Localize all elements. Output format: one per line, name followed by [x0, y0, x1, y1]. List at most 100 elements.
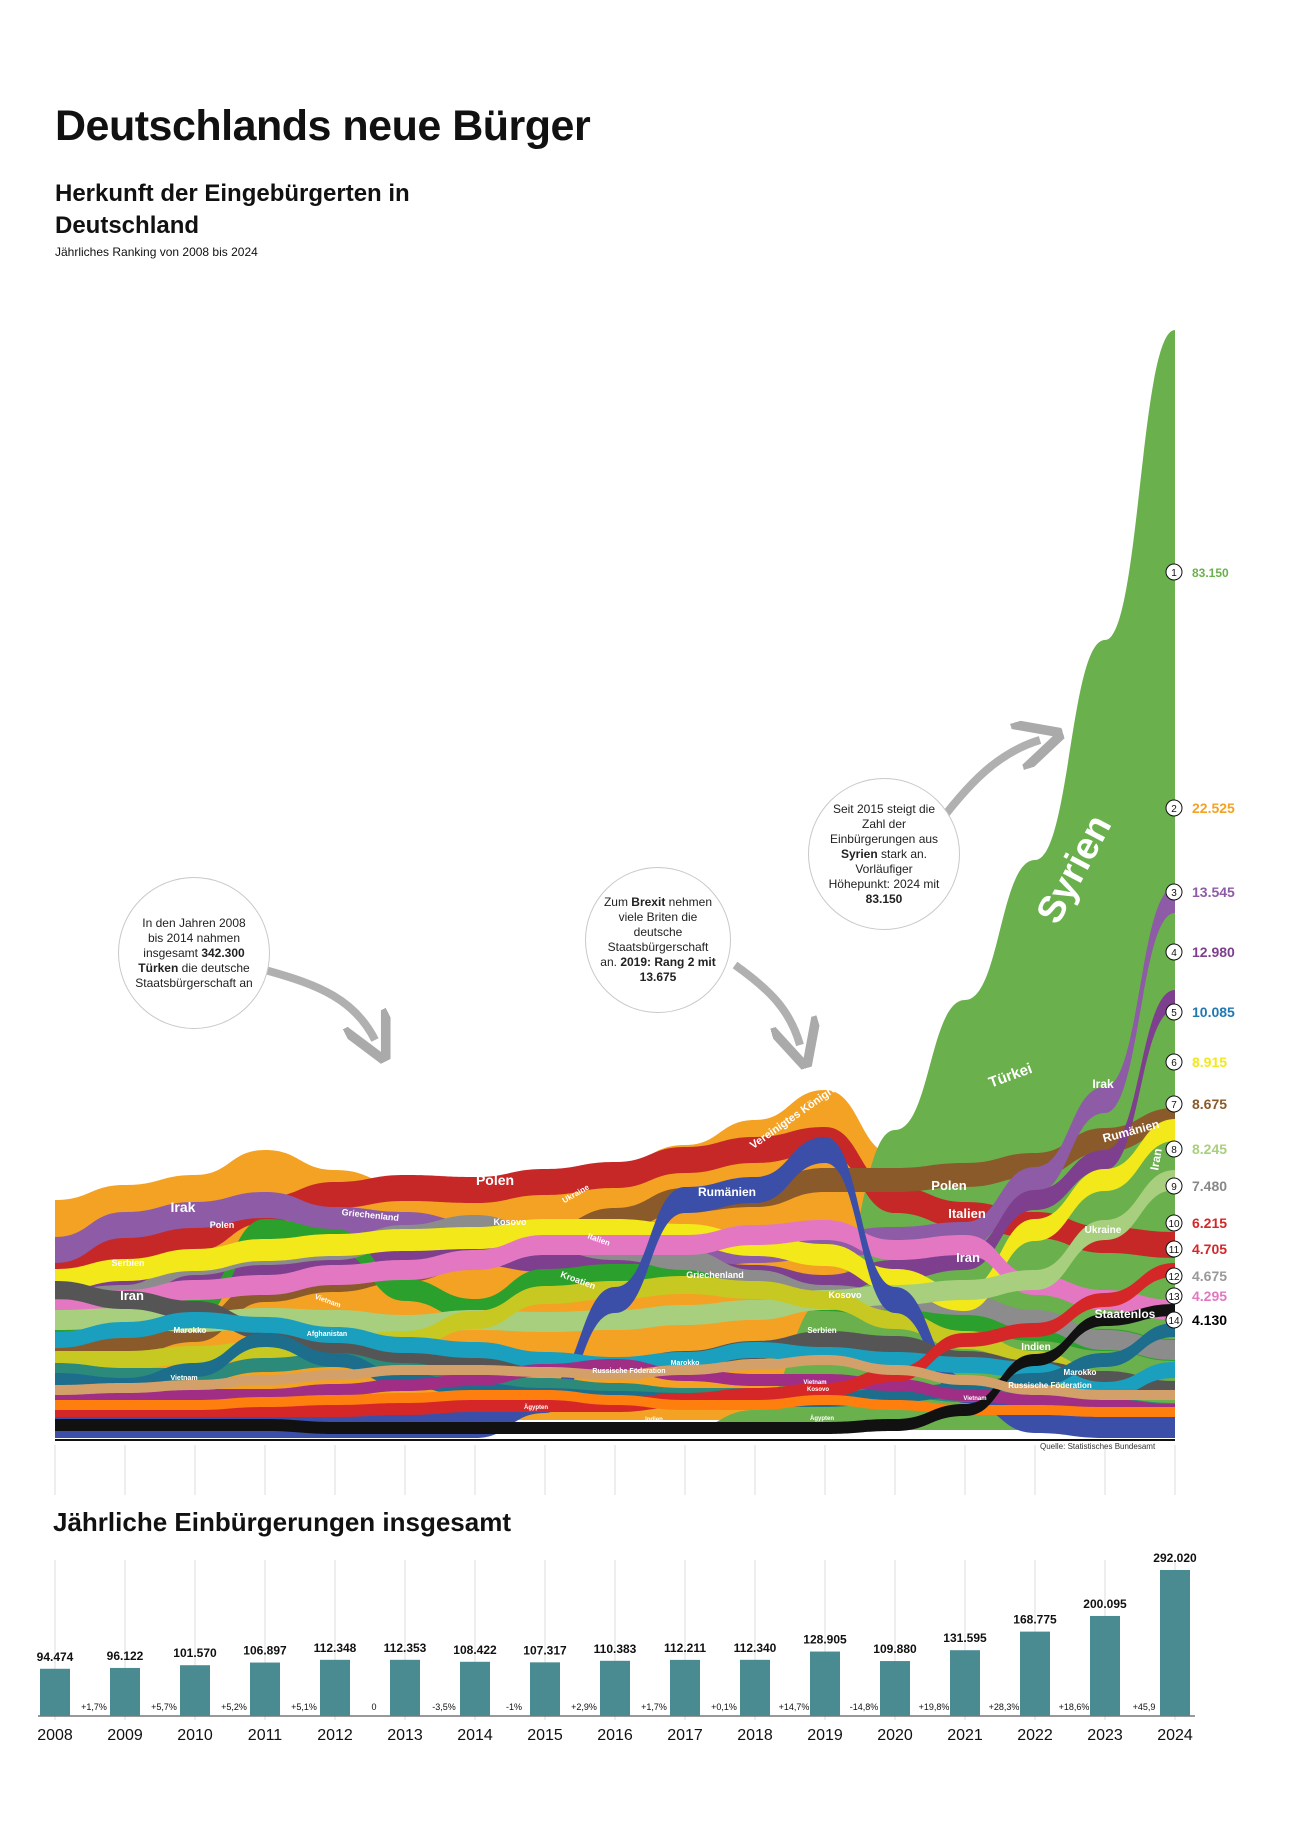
- bar-value-label: 110.383: [594, 1642, 637, 1656]
- stream-label: Kosovo: [807, 1387, 829, 1393]
- rank-number: 4: [1171, 948, 1177, 959]
- band-italien: [55, 1220, 1175, 1320]
- change-label: +0,1%: [711, 1702, 737, 1712]
- year-tick-label: 2024: [1157, 1727, 1193, 1744]
- rank-number: 10: [1168, 1219, 1180, 1230]
- year-tick-label: 2011: [248, 1727, 283, 1744]
- year-tick-label: 2014: [457, 1727, 493, 1744]
- year-tick-label: 2013: [387, 1727, 423, 1744]
- chart-subtitle-note: Jährliches Ranking von 2008 bis 2024: [55, 245, 258, 259]
- rank-badge: [1165, 1095, 1183, 1113]
- rank-value: 83.150: [1192, 566, 1229, 580]
- rank-number: 1: [1171, 568, 1177, 579]
- stream-label: Indien: [1021, 1342, 1050, 1353]
- change-label: -3,5%: [432, 1702, 456, 1712]
- rank-number: 14: [1168, 1316, 1180, 1327]
- rank-number: 9: [1171, 1182, 1177, 1193]
- band-marokko: [55, 1312, 1175, 1398]
- rank-badge: [1165, 1053, 1183, 1071]
- annotation-highlight: 342.300: [201, 945, 245, 960]
- annotation-text: die deutsche Staatsbürgerschaft an: [135, 960, 253, 990]
- annotation-text: Zum: [603, 895, 628, 909]
- stream-label: Vietnam: [803, 1380, 826, 1386]
- band-aegypten: [55, 1390, 1175, 1417]
- stream-label: Kosovo: [828, 1290, 862, 1300]
- rank-badge: [1165, 1311, 1183, 1329]
- chart-subtitle: Herkunft der Eingebürgerten in Deutschla…: [55, 180, 410, 239]
- change-label: +14,7%: [779, 1702, 810, 1712]
- bar-value-label: 112.353: [384, 1641, 427, 1655]
- year-tick-label: 2021: [947, 1727, 983, 1744]
- stream-label: Russische Föderation: [1008, 1381, 1092, 1390]
- rank-number: 8: [1171, 1145, 1177, 1156]
- bar-value-label: 109.880: [873, 1642, 917, 1656]
- annotation-text: Seit 2015 steigt die Zahl der Einbürgeru…: [829, 801, 939, 846]
- annotation-text: nehmen viele Briten die deutsche Staatsb…: [600, 895, 713, 969]
- year-tick-label: 2019: [807, 1727, 843, 1744]
- bar-value-label: 101.570: [173, 1646, 217, 1660]
- bar-2017: [670, 1659, 700, 1716]
- annotation-highlight: Syrien: [840, 846, 878, 861]
- annotation-brexit: Zum Brexit nehmen viele Briten die deuts…: [585, 867, 731, 1013]
- stream-label: Iran: [120, 1288, 144, 1303]
- year-tick-label: 2010: [177, 1727, 213, 1744]
- bar-value-label: 112.211: [664, 1641, 706, 1655]
- bar-2013: [390, 1659, 420, 1716]
- change-label: +5,1%: [291, 1702, 317, 1712]
- rank-value: 7.480: [1192, 1178, 1227, 1194]
- rank-value: 13.545: [1192, 884, 1235, 900]
- annotation-text: In den Jahren 2008 bis 2014 nahmen insge…: [142, 915, 246, 960]
- year-tick-label: 2008: [37, 1727, 73, 1744]
- bar-2018: [740, 1659, 770, 1716]
- year-tick-label: 2022: [1017, 1727, 1053, 1744]
- rank-badge: [1165, 799, 1183, 817]
- stream-label: Vietnam: [170, 1375, 197, 1382]
- rank-number: 7: [1171, 1100, 1177, 1111]
- rank-value: 4.130: [1192, 1312, 1227, 1328]
- rank-badge: [1165, 1177, 1183, 1195]
- change-label: -14,8%: [850, 1702, 879, 1712]
- year-tick-label: 2012: [317, 1727, 353, 1744]
- stream-label: Polen: [210, 1220, 235, 1230]
- bar-value-label: 200.095: [1083, 1597, 1127, 1611]
- bar-chart-title: Jährliche Einbürgerungen insgesamt: [53, 1507, 511, 1537]
- year-tick-label: 2015: [527, 1727, 563, 1744]
- rank-number: 6: [1171, 1058, 1177, 1069]
- change-label: +45,9: [1133, 1702, 1156, 1712]
- rank-value: 10.085: [1192, 1004, 1235, 1020]
- year-tick-label: 2009: [107, 1727, 143, 1744]
- change-label: +28,3%: [989, 1702, 1020, 1712]
- stream-label: Afghanistan: [307, 1331, 347, 1338]
- rank-number: 2: [1171, 804, 1177, 815]
- stream-label: Irak: [1092, 1077, 1114, 1091]
- bar-2019: [810, 1651, 840, 1716]
- rank-badge: [1165, 883, 1183, 901]
- rank-number: 5: [1171, 1008, 1177, 1019]
- bar-value-label: 112.340: [734, 1641, 777, 1655]
- bar-value-label: 96.122: [107, 1649, 144, 1663]
- stream-label: Ukraine: [1085, 1225, 1122, 1236]
- change-label: 0: [371, 1702, 376, 1712]
- bar-2024: [1160, 1569, 1190, 1716]
- rank-badge: [1165, 943, 1183, 961]
- bar-value-label: 94.474: [37, 1650, 74, 1664]
- bar-2015: [530, 1662, 560, 1716]
- change-label: +2,9%: [571, 1702, 597, 1712]
- bar-value-label: 112.348: [314, 1641, 357, 1655]
- bar-2023: [1090, 1615, 1120, 1716]
- stream-label: Ägypten: [524, 1404, 548, 1411]
- stream-label: Serbien: [111, 1258, 144, 1268]
- bar-2012: [320, 1659, 350, 1716]
- bar-chart: 94.474 2008 96.122 2009 101.570 2010 106.897 20…: [37, 1551, 1197, 1744]
- rank-value: 8.245: [1192, 1141, 1227, 1157]
- stream-label: Irak: [171, 1199, 196, 1215]
- rank-number: 13: [1168, 1292, 1180, 1303]
- stream-label: Rumänien: [698, 1185, 756, 1199]
- rank-value: 6.215: [1192, 1215, 1227, 1231]
- year-tick-label: 2020: [877, 1727, 913, 1744]
- stream-label: Indien: [645, 1417, 663, 1423]
- bar-value-label: 107.317: [523, 1643, 567, 1657]
- stream-label: Iran: [1147, 1147, 1165, 1171]
- ranking-2024: 1 83.150 2 22.525 3 13.545 4 12.980 5 10.085 6 8.91…: [1165, 563, 1235, 1329]
- rank-badge: [1165, 1214, 1183, 1232]
